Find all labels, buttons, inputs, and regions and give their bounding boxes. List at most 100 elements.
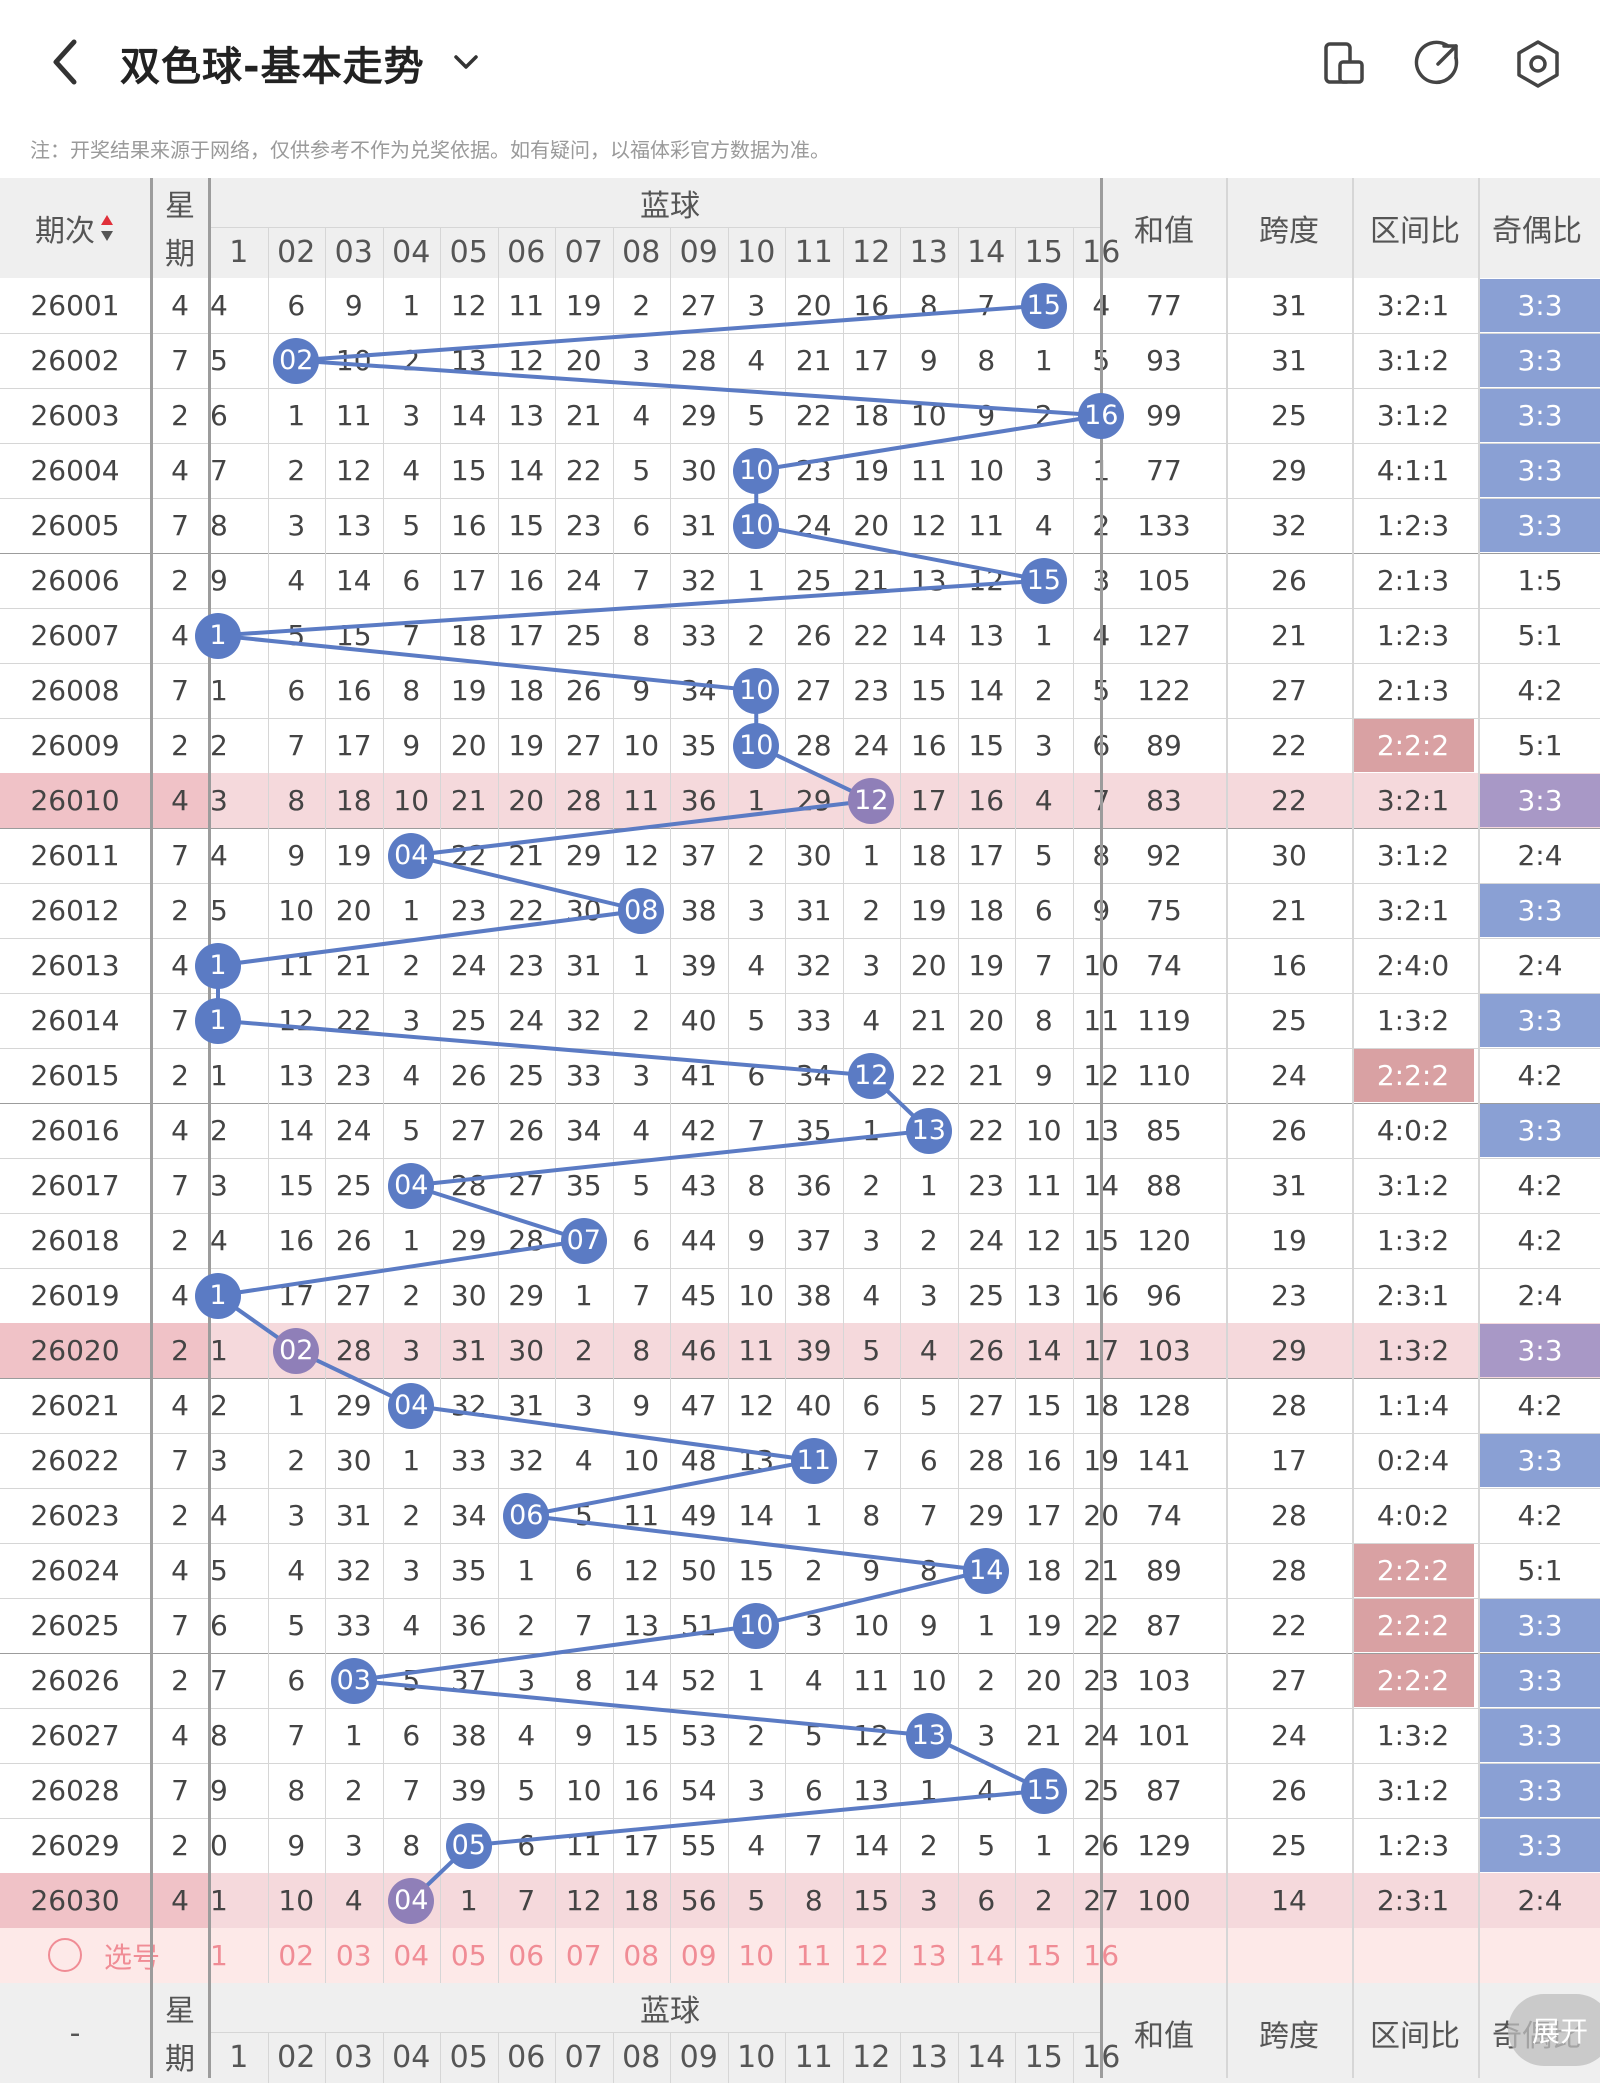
omission-cell: 25 <box>565 619 602 652</box>
select-number[interactable]: 15 <box>1025 1939 1062 1972</box>
radio-circle-icon[interactable] <box>48 1938 82 1972</box>
period-cell[interactable]: 26015 <box>30 1059 120 1092</box>
period-cell[interactable]: 26010 <box>0 773 150 828</box>
select-label[interactable]: 选号 <box>103 1940 160 1974</box>
omission-cell: 4 <box>862 1004 881 1037</box>
page-title[interactable]: 双色球-基本走势 <box>120 44 425 90</box>
period-cell[interactable]: 26008 <box>30 674 120 707</box>
select-number[interactable]: 1 <box>210 1939 228 1972</box>
select-number[interactable]: 03 <box>335 1939 372 1972</box>
header-blue-group: 蓝球 <box>640 189 700 224</box>
col-divider <box>150 178 153 1983</box>
week-cell: 7 <box>171 1444 189 1477</box>
period-cell[interactable]: 26005 <box>30 509 120 542</box>
omission-cell: 7 <box>862 1444 881 1477</box>
omission-cell: 12 <box>278 1004 315 1037</box>
omission-cell: 26 <box>795 619 832 652</box>
period-cell[interactable]: 26028 <box>30 1774 120 1807</box>
header-week-top: 星 <box>165 189 195 224</box>
blue-ball: 04 <box>388 832 435 879</box>
settings-hexagon-icon[interactable] <box>1510 36 1566 92</box>
omission-cell: 37 <box>680 839 717 872</box>
omission-cell: 26 <box>335 1224 372 1257</box>
expand-button[interactable]: 展开 <box>1508 1994 1600 2066</box>
omission-cell: 5 <box>632 1169 651 1202</box>
omission-cell: 24 <box>508 1004 545 1037</box>
header-period[interactable]: 期次 <box>0 178 150 278</box>
period-cell[interactable]: 26002 <box>30 344 120 377</box>
zone-cell: 1:2:3 <box>1376 509 1450 542</box>
period-cell[interactable]: 26023 <box>30 1499 120 1532</box>
omission-cell: 39 <box>450 1774 487 1807</box>
select-number[interactable]: 12 <box>853 1939 890 1972</box>
select-number[interactable]: 09 <box>680 1939 717 1972</box>
period-cell[interactable]: 26014 <box>30 1004 120 1037</box>
header-sum[interactable]: 和值 <box>1134 2019 1194 2054</box>
sum-cell: 103 <box>1137 1334 1191 1367</box>
select-number[interactable]: 02 <box>278 1939 315 1972</box>
period-cell[interactable]: 26018 <box>30 1224 120 1257</box>
omission-cell: 1 <box>862 839 881 872</box>
period-cell[interactable]: 26004 <box>30 454 120 487</box>
select-number[interactable]: 10 <box>738 1939 775 1972</box>
header-sum[interactable]: 和值 <box>1134 214 1194 249</box>
select-number[interactable]: 14 <box>968 1939 1005 1972</box>
period-cell[interactable]: 26012 <box>30 894 120 927</box>
period-cell[interactable]: 26006 <box>30 564 120 597</box>
period-cell[interactable]: 26026 <box>30 1664 120 1697</box>
chevron-left-icon[interactable] <box>40 30 100 94</box>
period-cell[interactable]: 26013 <box>30 949 120 982</box>
select-number[interactable]: 05 <box>450 1939 487 1972</box>
header-span[interactable]: 跨度 <box>1259 214 1319 249</box>
period-cell[interactable]: 26007 <box>30 619 120 652</box>
phone-layout-icon[interactable] <box>1316 36 1372 92</box>
omission-cell: 13 <box>335 509 372 542</box>
header-oddeven[interactable]: 奇偶比 <box>1492 214 1582 249</box>
period-cell[interactable]: 26025 <box>30 1609 120 1642</box>
select-number[interactable]: 07 <box>565 1939 602 1972</box>
span-cell: 31 <box>1271 344 1307 377</box>
period-cell[interactable]: 26001 <box>30 289 120 322</box>
omission-cell: 19 <box>565 289 602 322</box>
omission-cell: 53 <box>680 1719 717 1752</box>
zone-cell: 3:1:2 <box>1376 344 1450 377</box>
header-zone[interactable]: 区间比 <box>1370 214 1460 249</box>
omission-cell: 10 <box>968 454 1005 487</box>
chevron-down-icon[interactable] <box>448 44 484 80</box>
header-zone[interactable]: 区间比 <box>1370 2019 1460 2054</box>
period-cell[interactable]: 26017 <box>30 1169 120 1202</box>
period-cell[interactable]: 26027 <box>30 1719 120 1752</box>
sum-cell: 77 <box>1146 289 1182 322</box>
omission-cell: 2 <box>210 1389 228 1422</box>
omission-cell: 25 <box>968 1279 1005 1312</box>
select-number[interactable]: 04 <box>393 1939 430 1972</box>
header-span[interactable]: 跨度 <box>1259 2019 1319 2054</box>
omission-cell: 8 <box>862 1499 881 1532</box>
select-number[interactable]: 11 <box>795 1939 832 1972</box>
select-number[interactable]: 13 <box>910 1939 947 1972</box>
period-cell[interactable]: 26021 <box>30 1389 120 1422</box>
omission-cell: 27 <box>968 1389 1005 1422</box>
period-cell[interactable]: 26029 <box>30 1829 120 1862</box>
period-cell[interactable]: 26022 <box>30 1444 120 1477</box>
select-number[interactable]: 06 <box>508 1939 545 1972</box>
period-cell[interactable]: 26009 <box>30 729 120 762</box>
omission-cell: 46 <box>680 1334 717 1367</box>
share-icon[interactable] <box>1410 36 1466 92</box>
blue-ball: 10 <box>733 502 780 549</box>
period-cell[interactable]: 26019 <box>30 1279 120 1312</box>
period-cell[interactable]: 26011 <box>30 839 120 872</box>
period-cell[interactable]: 26030 <box>0 1873 150 1928</box>
select-number[interactable]: 08 <box>623 1939 660 1972</box>
omission-cell: 10 <box>393 784 430 817</box>
week-cell: 4 <box>171 289 189 322</box>
week-cell: 7 <box>171 1609 189 1642</box>
period-cell[interactable]: 26016 <box>30 1114 120 1147</box>
period-cell[interactable]: 26024 <box>30 1554 120 1587</box>
week-cell: 7 <box>171 344 189 377</box>
period-cell[interactable]: 26003 <box>30 399 120 432</box>
week-cell: 2 <box>150 1323 210 1378</box>
period-cell[interactable]: 26020 <box>0 1323 150 1378</box>
omission-cell: 7 <box>287 1719 306 1752</box>
sort-up-down-icon[interactable] <box>99 213 115 243</box>
